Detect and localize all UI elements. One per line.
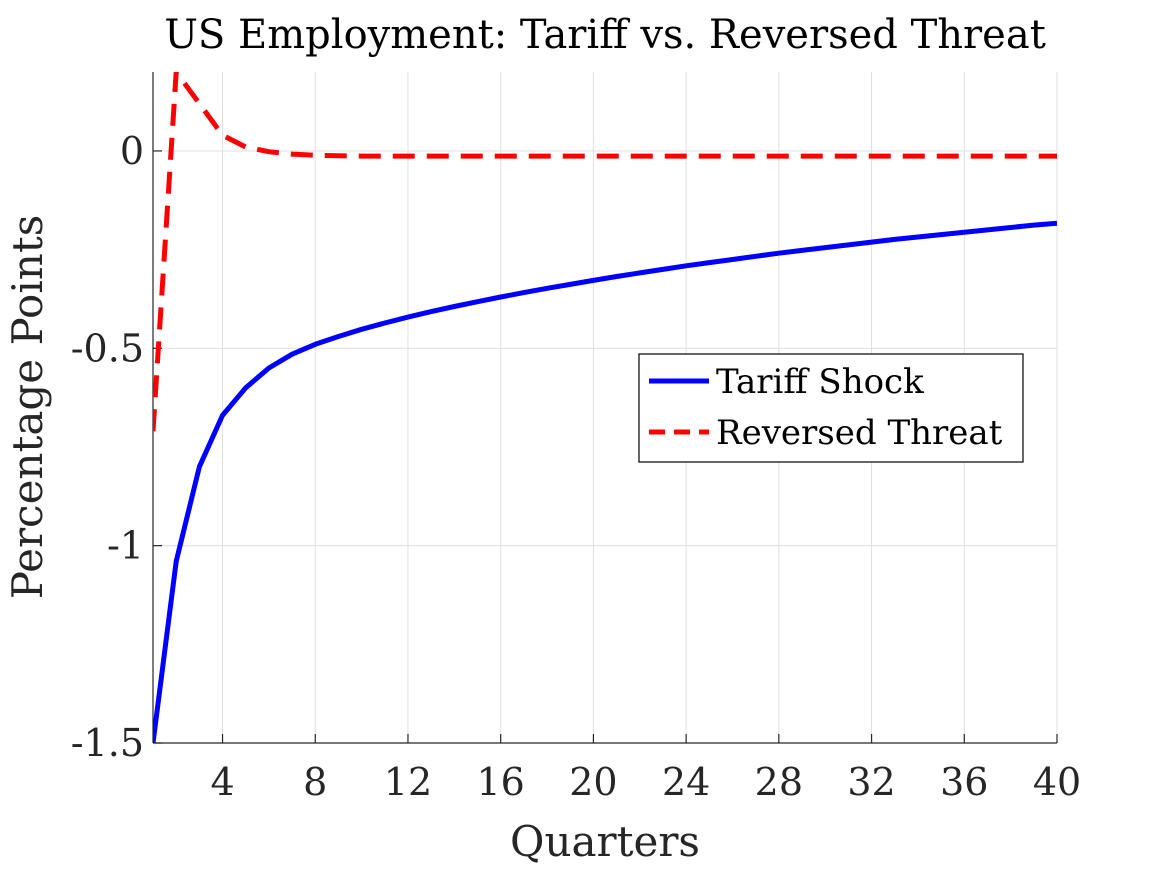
x-tick-label: 4: [210, 760, 234, 804]
legend-box: [638, 353, 1024, 463]
x-tick-label: 28: [755, 760, 803, 804]
x-tick-label: 12: [384, 760, 432, 804]
y-axis-label: Percentage Points: [3, 215, 52, 600]
x-tick-label: 24: [662, 760, 710, 804]
y-tick-label: -0.5: [71, 326, 144, 370]
y-tick-label: 0: [120, 129, 144, 173]
legend-label-reversed-threat: Reversed Threat: [716, 413, 1003, 453]
x-tick-label: 20: [569, 760, 617, 804]
y-tick-label: -1.5: [71, 721, 144, 765]
x-tick-label: 8: [303, 760, 327, 804]
series-line-tariff-shock: [153, 220, 1057, 743]
tick-labels: 4 8 12 16 20 24 28 32 36 40 -1.5 -1 -0.5 0: [71, 129, 1081, 804]
x-tick-label: 16: [477, 760, 525, 804]
y-tick-label: -1: [107, 524, 144, 568]
x-axis-label: Quarters: [510, 817, 700, 866]
x-tick-label: 32: [847, 760, 895, 804]
series-line-reversed-threat: [153, 72, 1057, 432]
legend-label-tariff-shock: Tariff Shock: [716, 362, 924, 402]
series-lines: [153, 72, 1057, 743]
x-tick-label: 40: [1033, 760, 1081, 804]
axes: [152, 72, 1058, 744]
chart-title: US Employment: Tariff vs. Reversed Threa…: [164, 12, 1046, 58]
legend: Tariff Shock Reversed Threat: [638, 353, 1024, 463]
x-tick-label: 36: [940, 760, 988, 804]
